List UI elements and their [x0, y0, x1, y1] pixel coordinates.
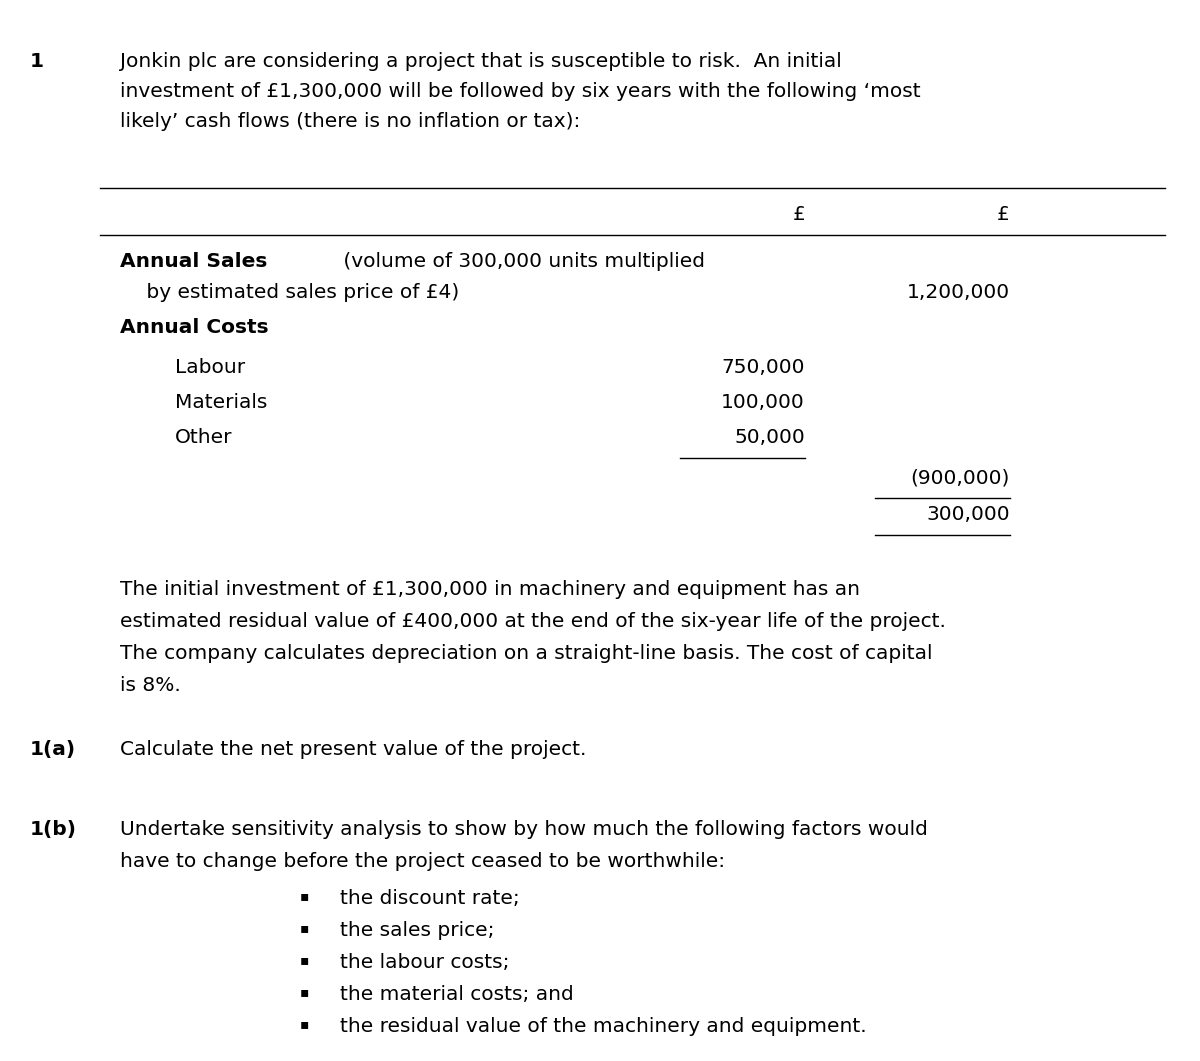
Text: is 8%.: is 8%. [120, 676, 181, 695]
Text: likely’ cash flows (there is no inflation or tax):: likely’ cash flows (there is no inflatio… [120, 112, 581, 131]
Text: 1(b): 1(b) [30, 820, 77, 839]
Text: 100,000: 100,000 [721, 393, 805, 412]
Text: The company calculates depreciation on a straight-line basis. The cost of capita: The company calculates depreciation on a… [120, 644, 932, 663]
Text: Jonkin plc are considering a project that is susceptible to risk.  An initial: Jonkin plc are considering a project tha… [120, 52, 841, 71]
Text: 1,200,000: 1,200,000 [907, 283, 1010, 302]
Text: investment of £1,300,000 will be followed by six years with the following ‘most: investment of £1,300,000 will be followe… [120, 82, 920, 101]
Text: the labour costs;: the labour costs; [340, 953, 510, 972]
Text: the material costs; and: the material costs; and [340, 985, 574, 1004]
Text: Annual Sales: Annual Sales [120, 253, 268, 271]
Text: Labour: Labour [175, 358, 245, 377]
Text: (volume of 300,000 units multiplied: (volume of 300,000 units multiplied [337, 253, 706, 271]
Text: Annual Costs: Annual Costs [120, 318, 269, 337]
Text: (900,000): (900,000) [911, 468, 1010, 487]
Text: 300,000: 300,000 [926, 505, 1010, 524]
Text: estimated residual value of £400,000 at the end of the six-year life of the proj: estimated residual value of £400,000 at … [120, 612, 946, 631]
Text: the sales price;: the sales price; [340, 921, 494, 940]
Text: The initial investment of £1,300,000 in machinery and equipment has an: The initial investment of £1,300,000 in … [120, 580, 860, 599]
Text: 1(a): 1(a) [30, 740, 76, 759]
Text: ▪: ▪ [300, 921, 310, 935]
Text: £: £ [792, 205, 805, 224]
Text: Calculate the net present value of the project.: Calculate the net present value of the p… [120, 740, 587, 759]
Text: the residual value of the machinery and equipment.: the residual value of the machinery and … [340, 1017, 866, 1036]
Text: Undertake sensitivity analysis to show by how much the following factors would: Undertake sensitivity analysis to show b… [120, 820, 928, 839]
Text: Other: Other [175, 428, 233, 447]
Text: ▪: ▪ [300, 889, 310, 903]
Text: 1: 1 [30, 52, 44, 71]
Text: 750,000: 750,000 [721, 358, 805, 377]
Text: £: £ [997, 205, 1010, 224]
Text: 50,000: 50,000 [734, 428, 805, 447]
Text: Materials: Materials [175, 393, 268, 412]
Text: ▪: ▪ [300, 953, 310, 967]
Text: by estimated sales price of £4): by estimated sales price of £4) [140, 283, 460, 302]
Text: the discount rate;: the discount rate; [340, 889, 520, 908]
Text: ▪: ▪ [300, 1017, 310, 1031]
Text: ▪: ▪ [300, 985, 310, 999]
Text: have to change before the project ceased to be worthwhile:: have to change before the project ceased… [120, 852, 725, 871]
